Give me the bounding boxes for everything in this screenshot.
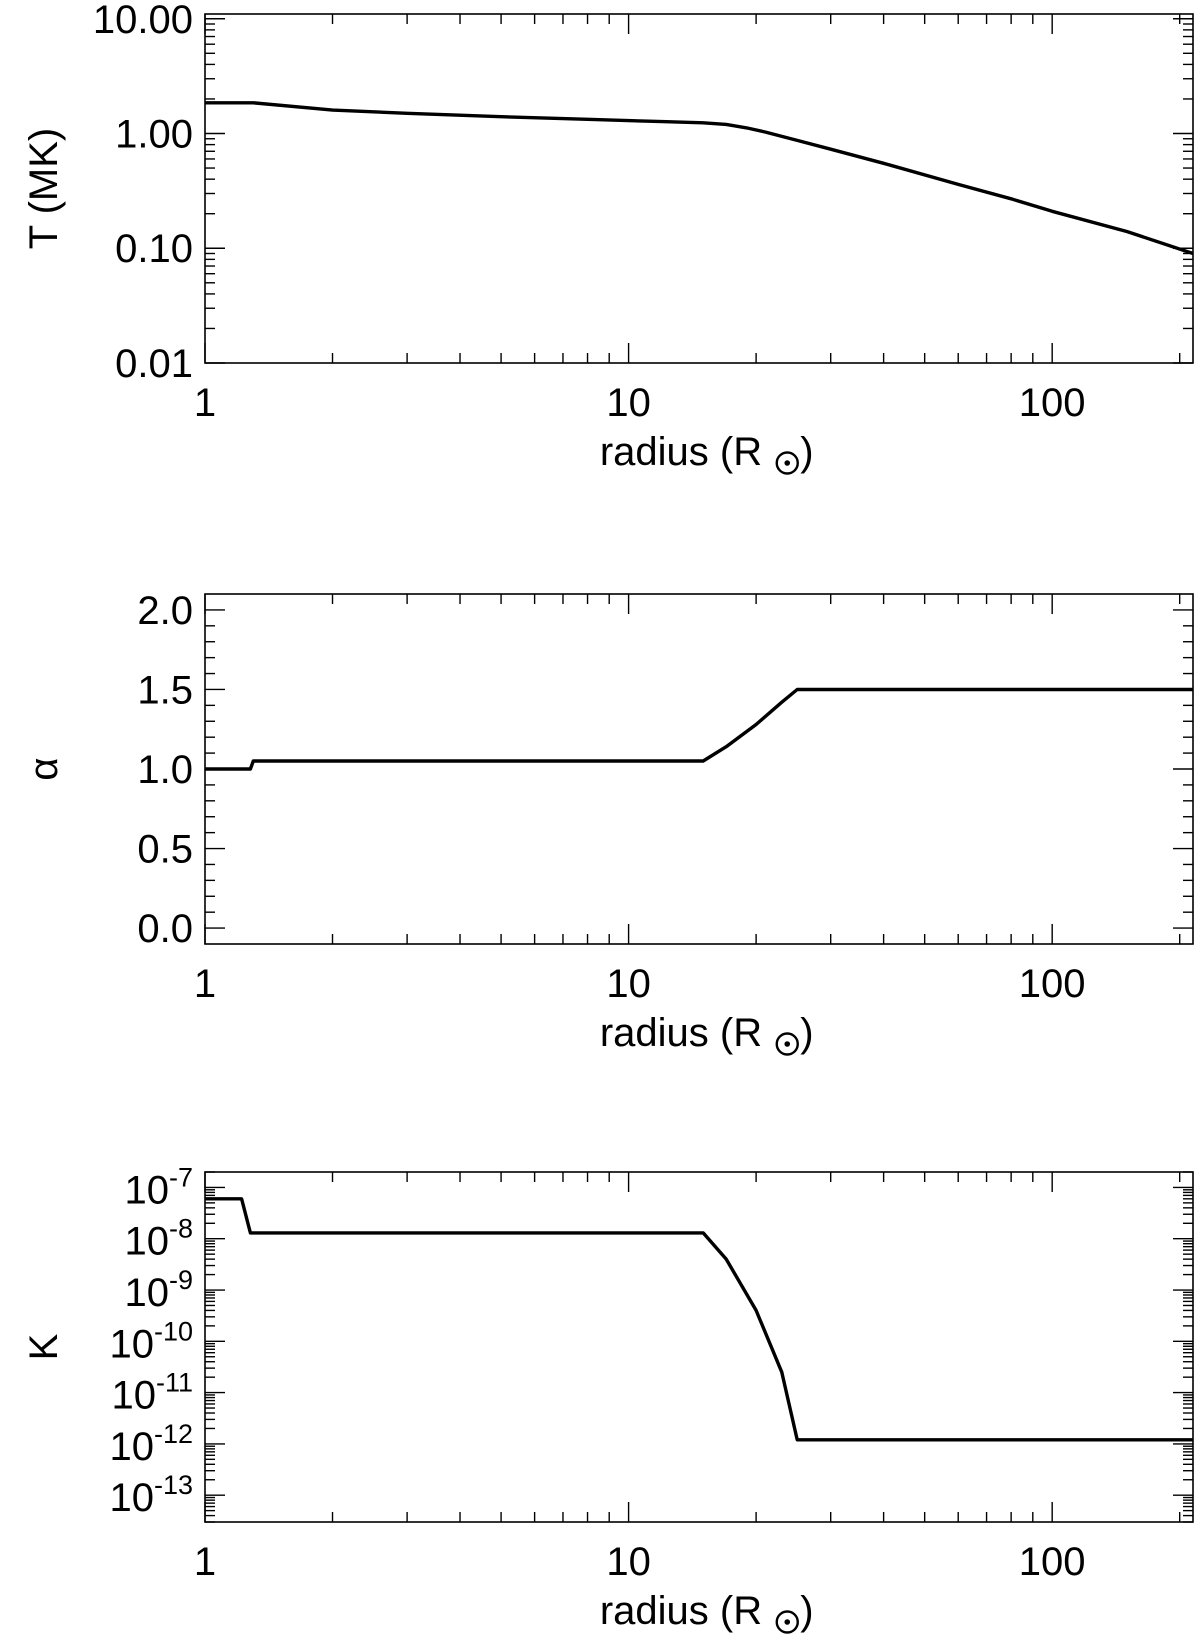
x-axis-title: radius (R [600, 430, 762, 474]
panel-2: 1 10 100 0.0 0.5 1.0 1.5 2.0 radius (R) α [22, 589, 1194, 1056]
x-axis-title: radius (R [600, 1589, 762, 1633]
x-tick-label: 100 [1019, 962, 1086, 1006]
y-tick-label: 1.00 [115, 112, 193, 156]
x-tick-label: 1 [194, 962, 216, 1006]
y-tick-label: 10.00 [93, 0, 193, 42]
panel-1: 1 10 100 0.01 0.10 1.00 10.00 radius (R) T (MK) [22, 0, 1194, 475]
y-tick-label: 10-10 [109, 1316, 193, 1366]
y-tick-exponent: -9 [169, 1265, 193, 1295]
sun-symbol-icon [775, 451, 799, 475]
x-axis-title-close-paren: ) [800, 1011, 813, 1055]
x-tick-label: 1 [194, 381, 216, 425]
panel-3: 1 10 10010-1310-1210-1110-1010-910-810-7ra… [22, 1162, 1194, 1634]
data-line [205, 1197, 1193, 1442]
y-tick-label: 10-11 [111, 1368, 193, 1418]
y-tick-base: 10 [124, 1168, 169, 1212]
tick-marks [204, 594, 1193, 944]
y-tick-label: 10-13 [109, 1470, 193, 1520]
y-tick-base: 10 [109, 1476, 154, 1520]
y-tick-label: 10-9 [124, 1265, 193, 1315]
y-tick-base: 10 [111, 1374, 156, 1418]
data-line [205, 101, 1194, 256]
plot-frame [204, 1171, 1194, 1523]
y-tick-label: 0.10 [115, 227, 193, 271]
tick-marks [204, 14, 1193, 364]
y-axis-title: T (MK) [22, 128, 66, 249]
y-tick-exponent: -11 [156, 1368, 193, 1398]
sun-symbol-icon [775, 1032, 799, 1056]
y-tick-label: 10-8 [124, 1214, 193, 1264]
x-tick-label: 10 [606, 1540, 651, 1584]
y-tick-label: 1.5 [137, 668, 193, 712]
y-axis-title: K [22, 1333, 66, 1360]
y-tick-base: 10 [109, 1322, 154, 1366]
y-axis-title: α [22, 757, 66, 780]
x-tick-label: 10 [606, 962, 651, 1006]
y-tick-exponent: -8 [169, 1214, 193, 1244]
y-tick-base: 10 [124, 1220, 169, 1264]
y-tick-exponent: -12 [154, 1419, 193, 1449]
y-tick-label: 0.5 [137, 828, 193, 872]
x-tick-label: 100 [1019, 1540, 1086, 1584]
x-tick-label: 100 [1019, 381, 1086, 425]
tick-marks [204, 1171, 1193, 1523]
x-tick-label: 1 [194, 1540, 216, 1584]
y-tick-label: 2.0 [137, 589, 193, 633]
y-tick-exponent: -13 [154, 1470, 193, 1500]
y-tick-label: 10-12 [109, 1419, 193, 1469]
y-tick-base: 10 [109, 1425, 154, 1469]
y-tick-label: 0.01 [115, 342, 193, 386]
plot-frame [204, 13, 1194, 364]
y-tick-label: 0.0 [137, 907, 193, 951]
y-tick-exponent: -7 [169, 1162, 193, 1192]
data-line [205, 687, 1193, 771]
sun-symbol-icon [775, 1610, 799, 1634]
y-tick-label: 1.0 [137, 748, 193, 792]
x-axis-title: radius (R [600, 1011, 762, 1055]
y-tick-label: 10-7 [124, 1162, 193, 1212]
x-axis-title-close-paren: ) [800, 1589, 813, 1633]
y-tick-base: 10 [124, 1271, 169, 1315]
x-tick-label: 10 [606, 381, 651, 425]
plot-frame [204, 593, 1194, 945]
y-tick-exponent: -10 [154, 1316, 193, 1346]
x-axis-title-close-paren: ) [800, 430, 813, 474]
